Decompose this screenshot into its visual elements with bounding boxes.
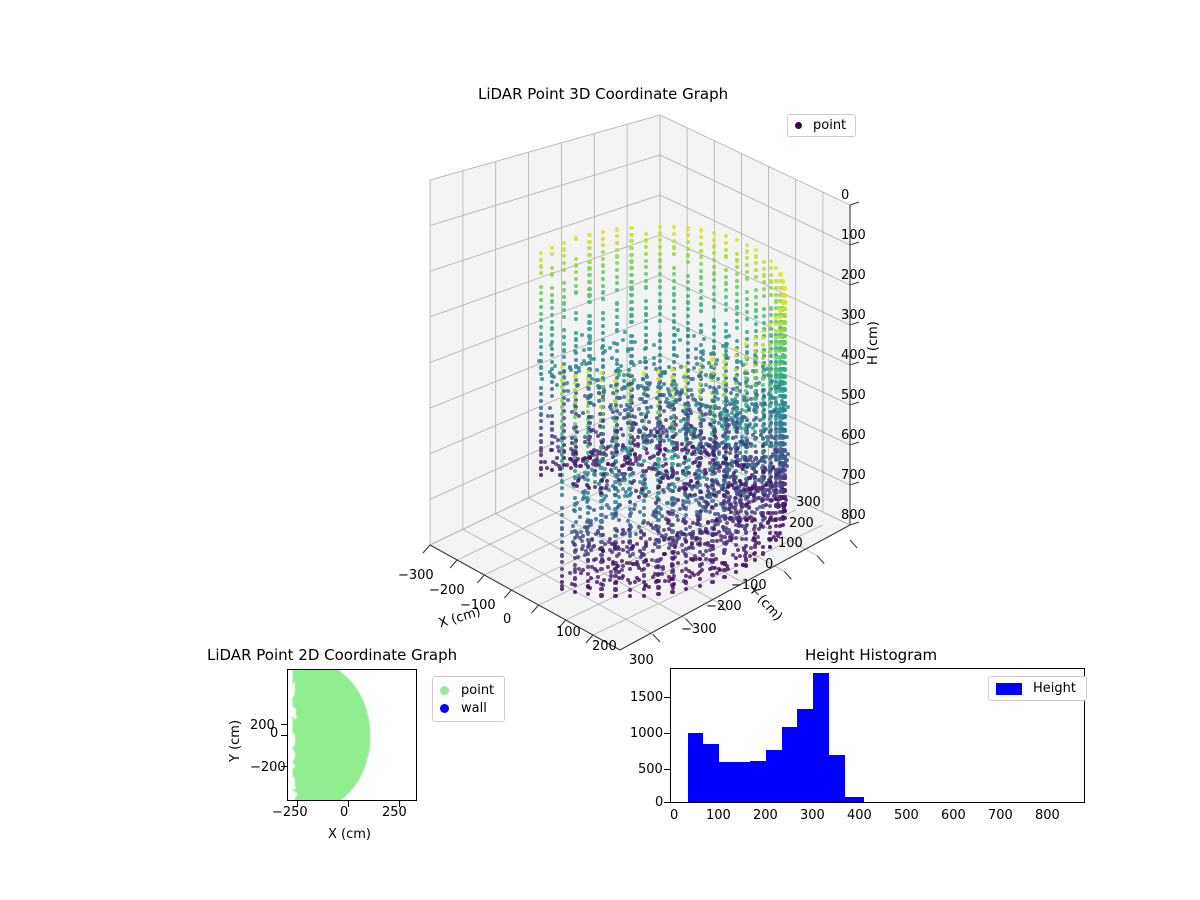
plot2d-legend-wall-label: wall	[461, 701, 487, 716]
hist-x-tick-400: 400	[847, 808, 872, 823]
z-tick-700: 700	[841, 468, 866, 483]
x-tick-300: 300	[629, 653, 654, 668]
y-tick-m300: −300	[681, 622, 717, 637]
hist-ytickmark-0	[664, 802, 670, 803]
histogram-title: Height Histogram	[805, 646, 937, 664]
y-tick-0: 0	[765, 557, 773, 572]
hist-x-tick-500: 500	[894, 808, 919, 823]
histogram-bar	[688, 733, 704, 802]
z-tick-600: 600	[841, 428, 866, 443]
lidar-2d-axes[interactable]	[287, 669, 417, 801]
plot2d-x-axis-label: X (cm)	[328, 827, 371, 842]
hist-x-tick-200: 200	[753, 808, 778, 823]
z-tick-400: 400	[841, 348, 866, 363]
hist-x-tick-300: 300	[800, 808, 825, 823]
hist-ytickmark-500	[664, 769, 670, 770]
y-tick-100: 100	[778, 536, 803, 551]
hist-x-tick-0: 0	[670, 808, 678, 823]
hist-y-tick-500: 500	[638, 762, 663, 777]
hist-x-tick-800: 800	[1035, 808, 1060, 823]
hist-x-tick-100: 100	[706, 808, 731, 823]
plot2d-xtickmark-250	[399, 801, 400, 807]
point-marker-icon	[795, 122, 802, 129]
hist-x-tick-700: 700	[988, 808, 1013, 823]
x-tick-m200: −200	[429, 583, 465, 598]
histogram-bar	[829, 755, 845, 802]
plot3d-legend[interactable]: point	[787, 114, 856, 137]
histogram-bar	[782, 727, 798, 802]
histogram-bar	[719, 762, 735, 802]
plot2d-y-axis-label: Y (cm)	[228, 720, 243, 762]
plot2d-x-tick-m250: −250	[272, 805, 308, 820]
x-tick-100: 100	[556, 625, 581, 640]
plot3d-legend-label: point	[813, 118, 846, 133]
z-tick-300: 300	[841, 308, 866, 323]
z-tick-100: 100	[841, 228, 866, 243]
plot2d-x-tick-0: 0	[340, 805, 348, 820]
z-tick-0: 0	[841, 188, 849, 203]
plot2d-ytickmark-m200	[281, 766, 287, 767]
plot2d-y-tick-m200: −200	[250, 760, 286, 775]
histogram-bar	[750, 761, 766, 802]
histogram-legend[interactable]: Height	[988, 676, 1087, 701]
point-region	[288, 670, 417, 801]
hist-ytickmark-1000	[664, 733, 670, 734]
y-tick-m200: −200	[706, 599, 742, 614]
z-axis-label: H (cm)	[866, 321, 881, 365]
y-tick-200: 200	[789, 516, 814, 531]
histogram-bar	[766, 750, 782, 802]
height-swatch-icon	[996, 683, 1022, 695]
hist-y-tick-0: 0	[655, 795, 663, 810]
z-tick-200: 200	[841, 268, 866, 283]
plot2d-y-tick-0: 0	[270, 726, 278, 741]
hist-y-tick-1000: 1000	[630, 726, 663, 741]
point-marker-icon	[440, 686, 449, 695]
plot2d-x-tick-250: 250	[382, 805, 407, 820]
plot2d-legend-point-label: point	[461, 683, 494, 698]
plot2d-legend[interactable]: point wall	[432, 676, 505, 722]
hist-x-tick-600: 600	[941, 808, 966, 823]
histogram-bar	[845, 797, 865, 802]
z-tick-800: 800	[841, 508, 866, 523]
wall-marker-icon	[440, 704, 449, 713]
plot3d-title: LiDAR Point 3D Coordinate Graph	[478, 85, 728, 103]
y-tick-300: 300	[796, 495, 821, 510]
hist-ytickmark-1500	[664, 697, 670, 698]
legend-row-point[interactable]: point	[440, 681, 494, 699]
hist-y-tick-1500: 1500	[630, 690, 663, 705]
z-tick-500: 500	[841, 388, 866, 403]
plot2d-ytickmark-200	[281, 724, 287, 725]
matplotlib-figure: LiDAR Point 3D Coordinate Graph	[0, 0, 1200, 900]
histogram-bar	[735, 762, 751, 802]
histogram-bar	[813, 673, 829, 802]
legend-row-wall[interactable]: wall	[440, 699, 494, 717]
histogram-legend-label: Height	[1033, 681, 1076, 696]
x-tick-0: 0	[503, 612, 511, 627]
x-tick-200: 200	[592, 639, 617, 654]
plot2d-ytickmark-0	[281, 735, 287, 736]
histogram-bar	[797, 709, 813, 802]
plot2d-xtickmark-0	[348, 801, 349, 807]
plot2d-xtickmark-m250	[297, 801, 298, 807]
plot2d-title: LiDAR Point 2D Coordinate Graph	[207, 646, 457, 664]
histogram-bar	[703, 744, 719, 802]
x-tick-m300: −300	[398, 568, 434, 583]
